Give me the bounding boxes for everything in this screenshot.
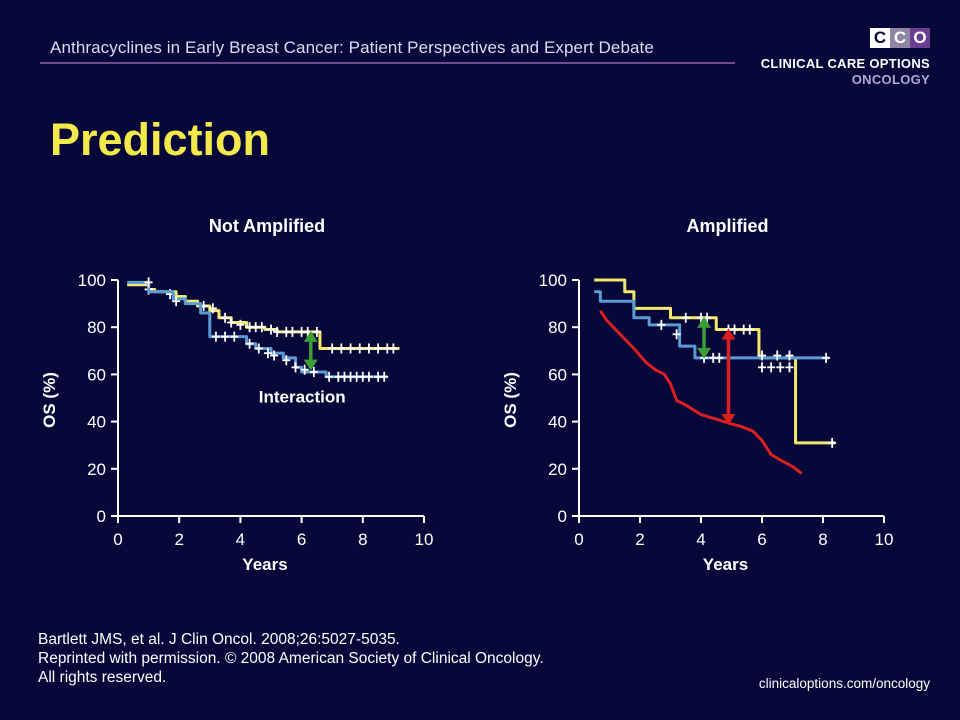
footer-url[interactable]: clinicaloptions.com/oncology [758,676,930,691]
y-axis-label-0: OS (%) [40,372,59,428]
x-tick-label: 8 [818,530,827,549]
x-tick-label: 2 [174,530,183,549]
x-tick-label: 6 [297,530,306,549]
x-axis-label-0: Years [242,555,287,574]
header-title: Anthracyclines in Early Breast Cancer: P… [50,38,654,57]
chart-title-0: Not Amplified [209,216,325,236]
arrow-head-down [697,347,712,359]
y-tick-label: 100 [78,271,106,290]
y-tick-label: 0 [558,507,567,526]
y-tick-label: 100 [539,271,567,290]
y-tick-label: 20 [87,460,106,479]
arrow-head-down [303,359,318,371]
x-tick-label: 4 [236,530,245,549]
citation-line3: All rights reserved. [38,669,167,686]
header-divider [40,62,735,64]
logo-box-o: O [910,28,930,48]
interaction-label: Interaction [259,388,346,407]
logo-line1: CLINICAL CARE OPTIONS [760,56,930,71]
y-tick-label: 40 [87,413,106,432]
slide-title: Prediction [50,114,271,165]
arrow-head-down [721,413,736,425]
y-tick-label: 0 [97,507,106,526]
y-tick-label: 60 [87,365,106,384]
x-tick-label: 2 [635,530,644,549]
km-curve-0-1 [127,280,388,379]
x-tick-label: 0 [574,530,583,549]
y-tick-label: 40 [548,413,567,432]
y-tick-label: 80 [548,318,567,337]
y-axis-label-1: OS (%) [501,372,520,428]
citation-line1: Bartlett JMS, et al. J Clin Oncol. 2008;… [38,631,400,648]
x-tick-label: 10 [875,530,894,549]
double-arrow-0-0 [303,330,318,371]
x-axis-label-1: Years [703,555,748,574]
y-tick-label: 80 [87,318,106,337]
logo-box-c1: C [870,28,890,48]
x-tick-label: 10 [415,530,434,549]
logo-boxes: C C O [870,28,930,48]
arrow-head-up [303,330,318,342]
x-tick-label: 4 [696,530,705,549]
arrow-head-up [697,316,712,328]
citation-line2: Reprinted with permission. © 2008 Americ… [38,650,544,667]
y-tick-label: 20 [548,460,567,479]
km-curve-1-2 [599,309,803,475]
y-tick-label: 60 [548,365,567,384]
x-tick-label: 6 [757,530,766,549]
logo-line2: ONCOLOGY [851,72,930,87]
double-arrow-1-0 [697,316,712,359]
double-arrow-1-1 [721,328,736,425]
logo-box-c2: C [890,28,910,48]
cco-logo: C C O CLINICAL CARE OPTIONS ONCOLOGY [760,24,932,94]
x-tick-label: 8 [358,530,367,549]
citation: Bartlett JMS, et al. J Clin Oncol. 2008;… [38,630,544,687]
x-tick-label: 0 [113,530,122,549]
arrow-head-up [721,328,736,340]
chart-title-1: Amplified [686,216,768,236]
km-curve-1-1 [594,290,830,360]
